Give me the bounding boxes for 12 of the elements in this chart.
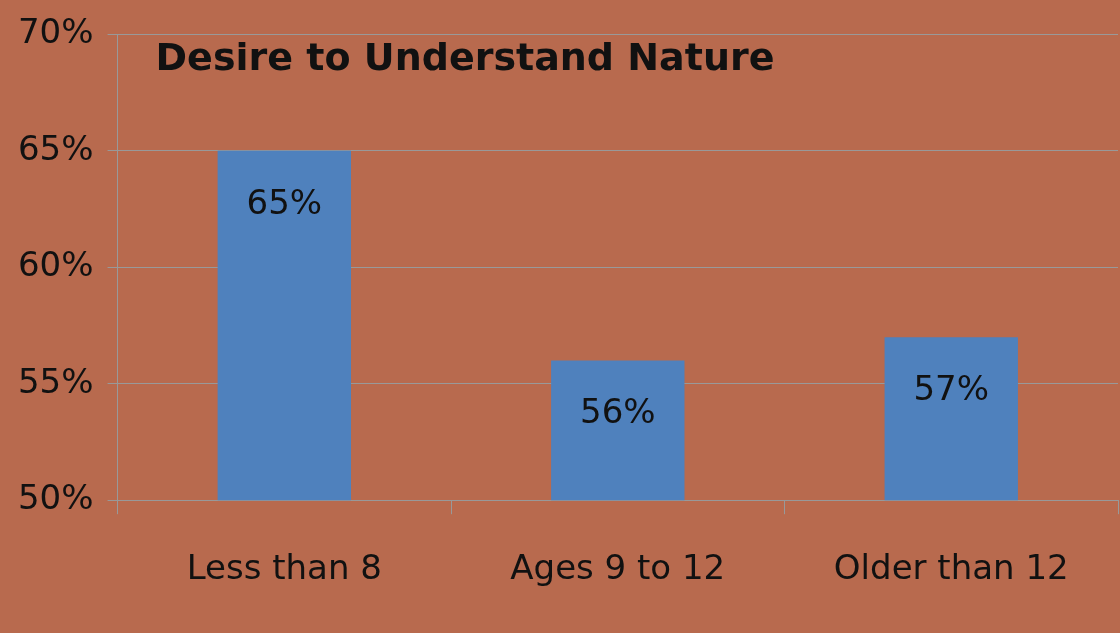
- x-tick-label: Less than 8: [186, 547, 382, 588]
- y-tick-label: 50%: [17, 477, 94, 518]
- y-tick-label: 70%: [17, 11, 94, 52]
- x-tick-label: Ages 9 to 12: [510, 547, 726, 588]
- y-tick-label: 60%: [17, 244, 94, 285]
- data-label: 57%: [913, 368, 990, 408]
- data-label: 56%: [580, 391, 656, 432]
- x-tick-label: Older than 12: [833, 547, 1069, 588]
- y-tick-label: 55%: [17, 360, 94, 401]
- chart-title: Desire to Understand Nature: [155, 35, 775, 80]
- y-tick-label: 65%: [17, 127, 94, 168]
- data-label: 65%: [246, 181, 323, 222]
